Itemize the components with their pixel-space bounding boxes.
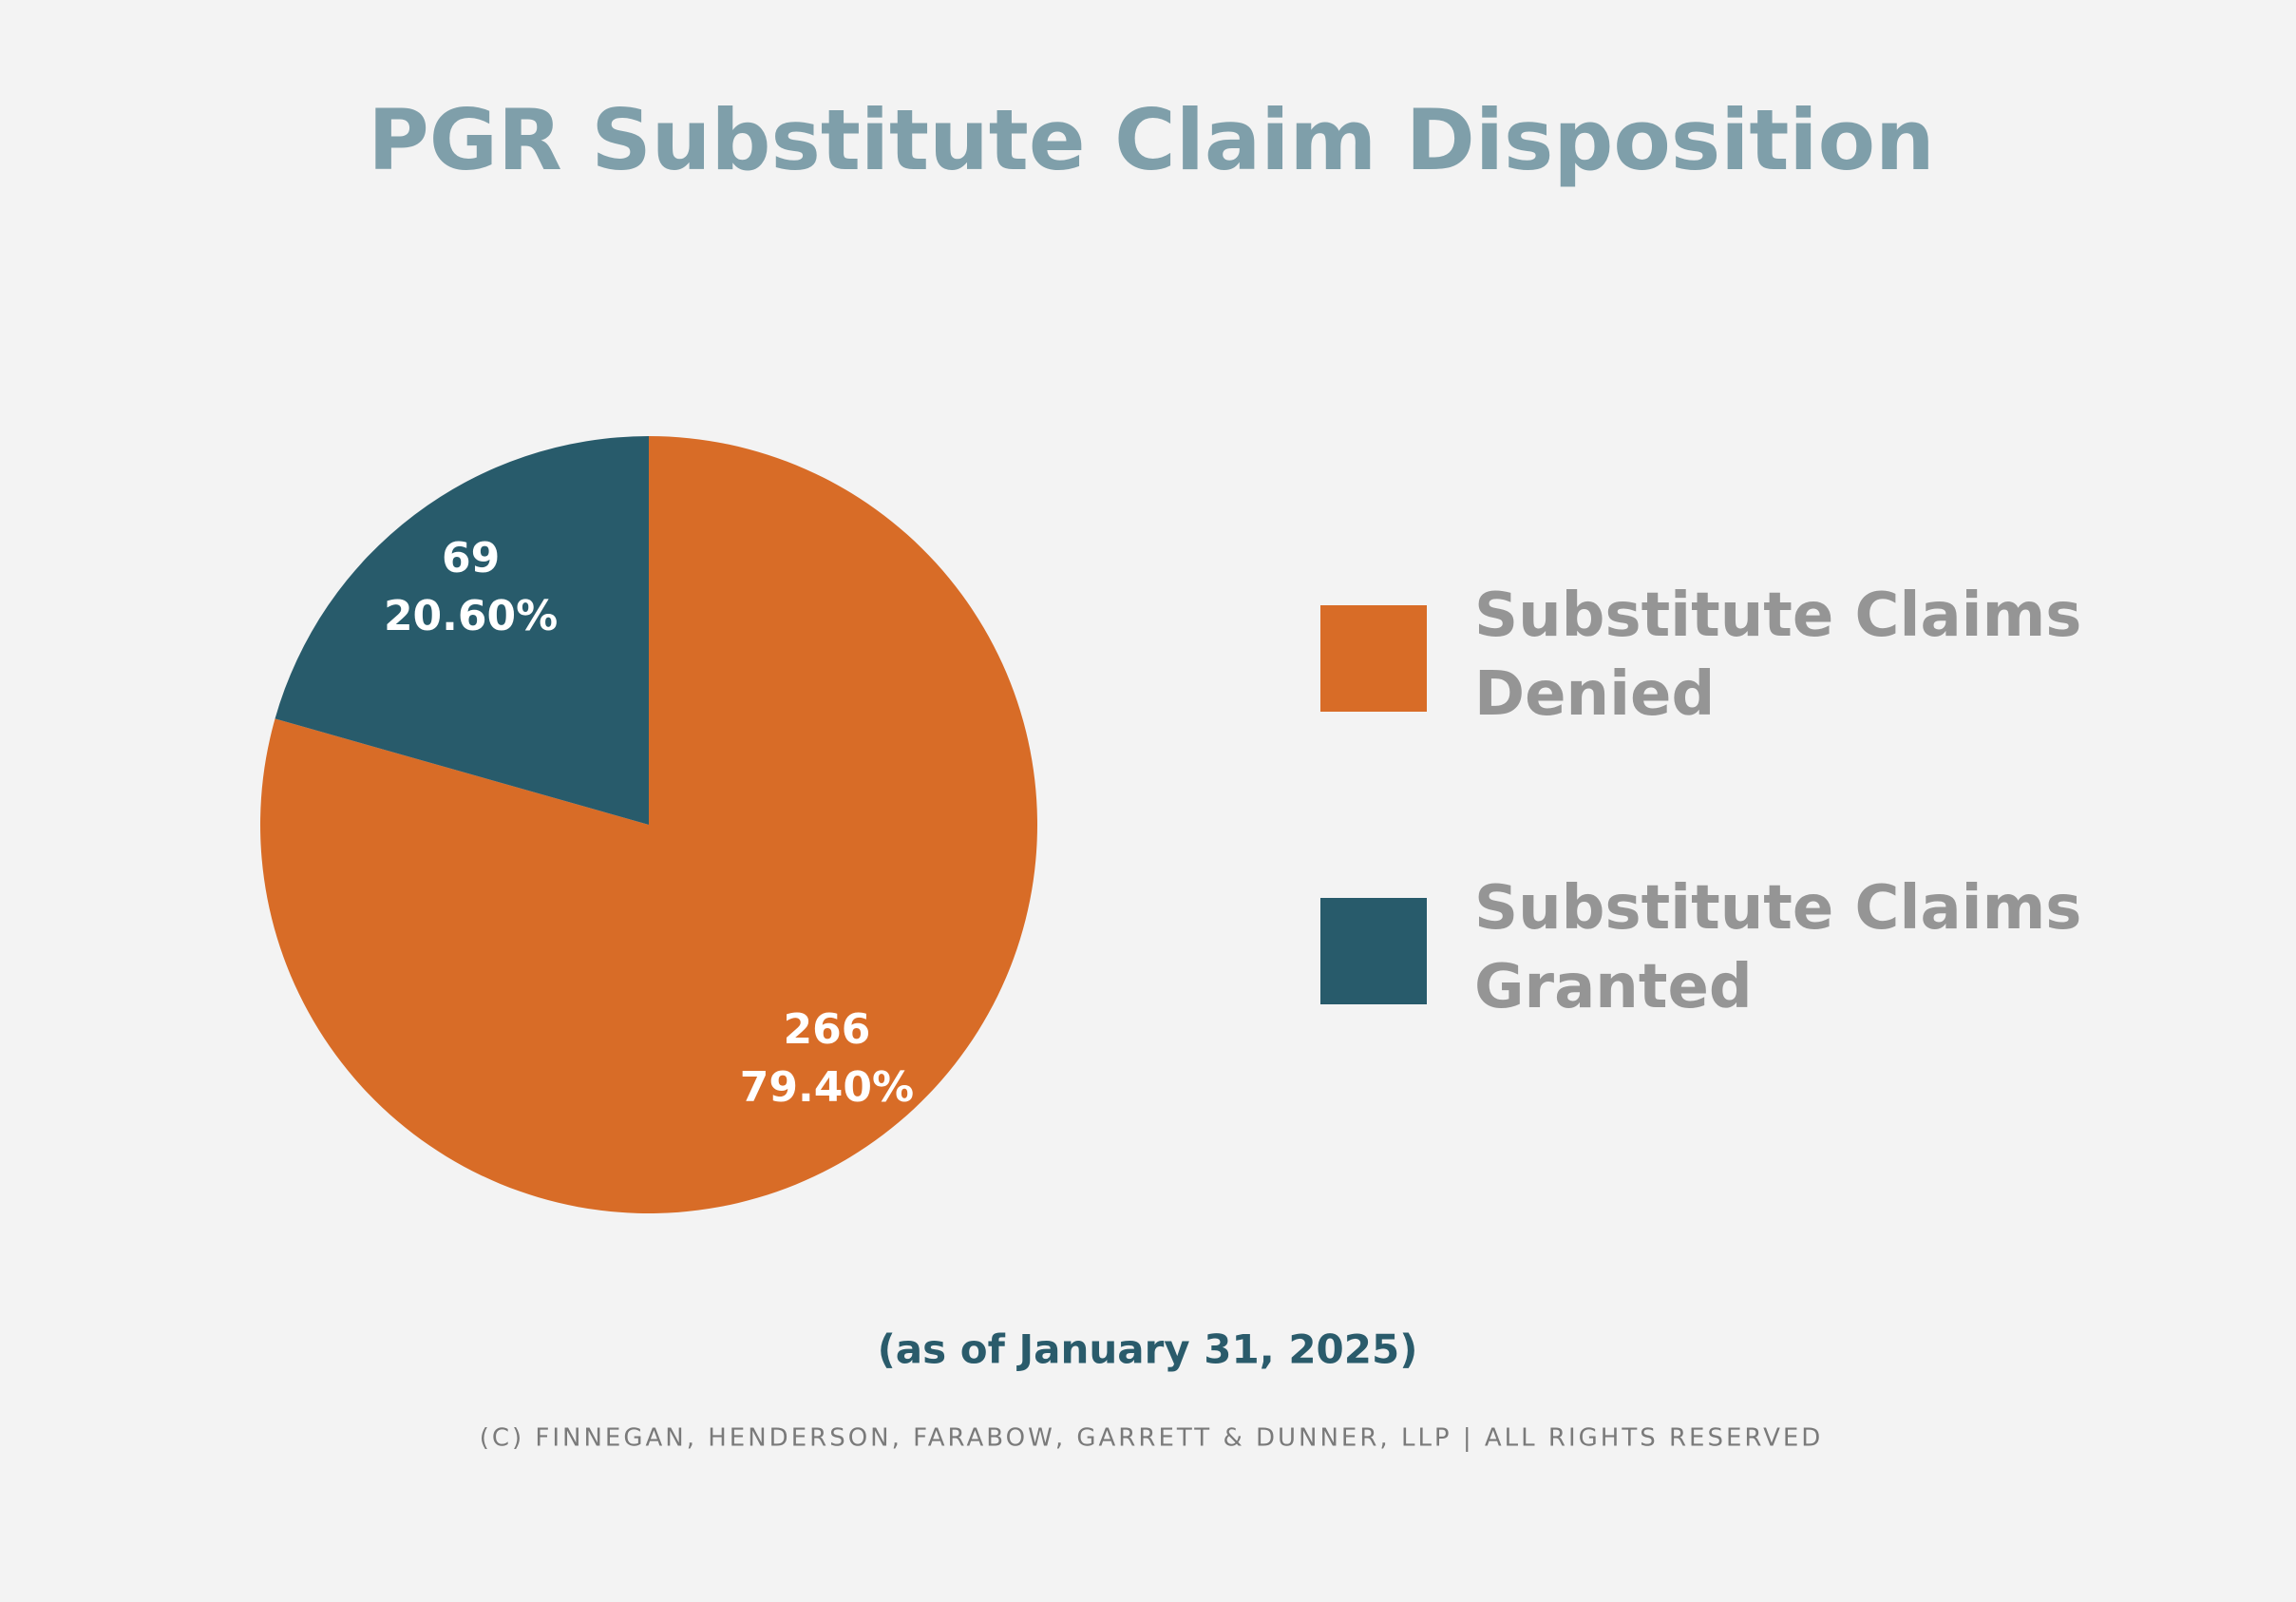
percentage-label: 79.40% bbox=[740, 1063, 914, 1112]
subtitle: (as of January 31, 2025) bbox=[878, 1326, 1418, 1373]
pie-slice bbox=[275, 436, 649, 825]
legend-label: Substitute Claims Denied bbox=[1474, 581, 2082, 730]
legend-swatch bbox=[1320, 898, 1427, 1004]
legend-swatch bbox=[1320, 605, 1427, 712]
pie-slice bbox=[259, 436, 1037, 1213]
value-label: 69 bbox=[442, 534, 500, 582]
value-label: 266 bbox=[783, 1005, 870, 1054]
percentage-label: 20.60% bbox=[384, 592, 558, 640]
legend-label: Substitute Claims Granted bbox=[1474, 873, 2082, 1022]
chart-title: PGR Substitute Claim Disposition bbox=[368, 91, 1934, 189]
footer-note: (c) finnegan, henderson, farabow, garret… bbox=[480, 1424, 1824, 1453]
